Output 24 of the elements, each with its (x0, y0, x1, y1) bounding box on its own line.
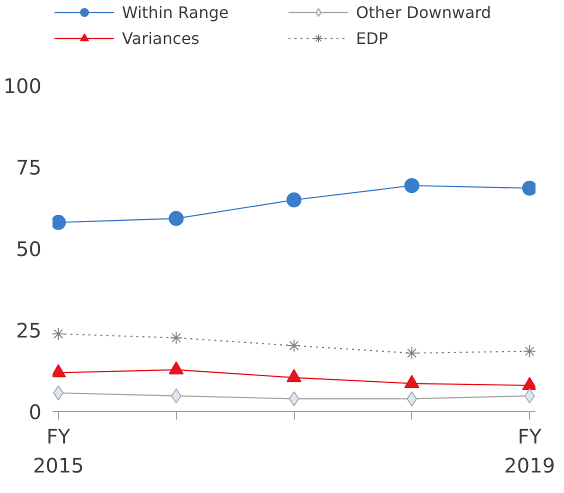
y-tick-label: 50 (16, 237, 42, 261)
legend-label: Within Range (122, 2, 230, 22)
y-tick-label: 25 (16, 318, 42, 342)
point (404, 178, 420, 194)
point (52, 327, 65, 340)
legend-label: Other Downward (356, 2, 492, 22)
point (170, 331, 183, 344)
y-tick-label: 75 (16, 156, 42, 180)
x-tick-label: FY 2019 (504, 424, 556, 478)
point (522, 180, 536, 196)
point (523, 344, 536, 358)
point (288, 339, 300, 352)
y-tick-label: 0 (28, 400, 42, 424)
legend-label: Variances (122, 28, 200, 48)
point (288, 391, 300, 406)
point (53, 385, 64, 400)
point (52, 214, 66, 230)
point (405, 346, 418, 360)
legend-label: EDP (356, 28, 390, 48)
point (524, 388, 535, 404)
point (168, 211, 184, 226)
point (286, 192, 302, 208)
x-tick-label: FY 2015 (32, 424, 84, 478)
y-tick-label: 100 (3, 74, 42, 98)
